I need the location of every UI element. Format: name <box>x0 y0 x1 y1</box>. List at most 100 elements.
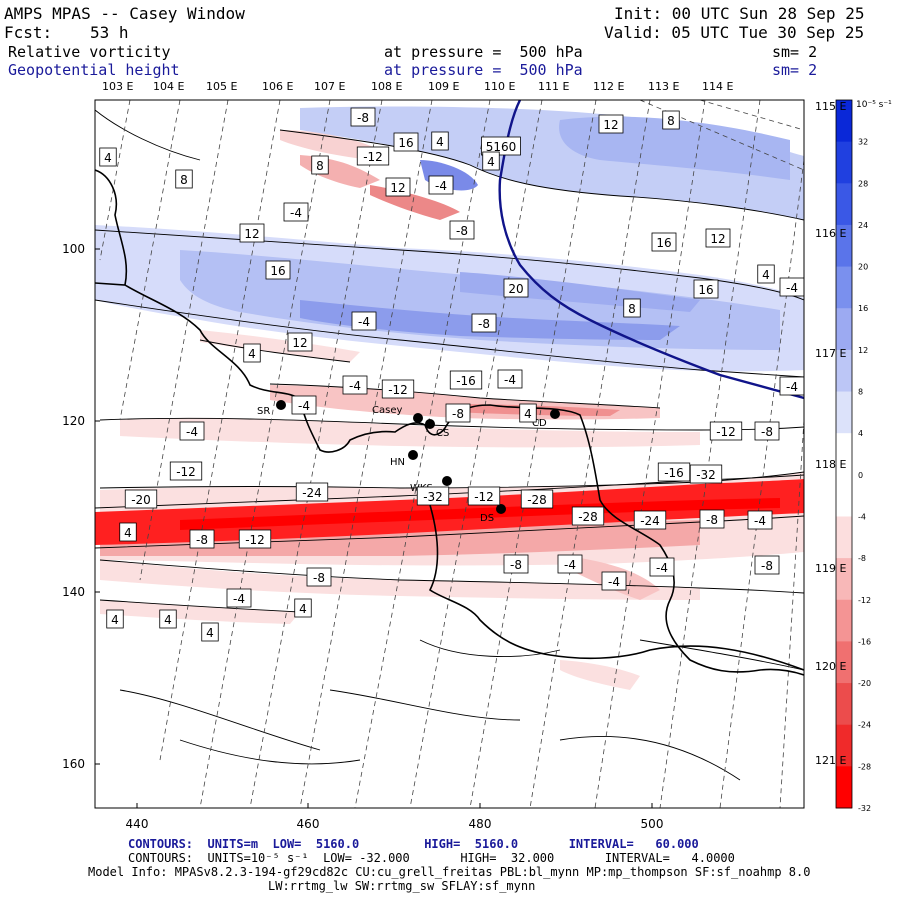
svg-text:8: 8 <box>180 173 188 187</box>
contour-label: -4 <box>428 175 454 195</box>
contour-label: -4 <box>649 557 675 577</box>
colorbar-label: -12 <box>858 596 871 605</box>
x-axis-tick: 500 <box>641 817 664 831</box>
svg-text:-12: -12 <box>716 425 736 439</box>
colorbar-swatch <box>836 641 852 684</box>
colorbar-swatch <box>836 516 852 559</box>
contour-label: -4 <box>342 375 368 395</box>
svg-text:-32: -32 <box>423 490 443 504</box>
longitude-label-top: 105 E <box>206 80 237 93</box>
x-axis-tick: 460 <box>297 817 320 831</box>
longitude-label-top: 111 E <box>538 80 569 93</box>
field2-smoothing: sm= 2 <box>772 61 818 79</box>
station-marker <box>425 419 435 429</box>
svg-text:-16: -16 <box>664 466 684 480</box>
svg-text:-8: -8 <box>313 571 325 585</box>
contour-label: -20 <box>124 489 158 509</box>
colorbar-label: 20 <box>858 263 868 272</box>
colorbar-label: -24 <box>858 721 871 730</box>
geopotential-5160-contour <box>498 100 804 400</box>
colorbar-swatch <box>836 558 852 601</box>
longitude-label-top: 106 E <box>262 80 293 93</box>
svg-text:16: 16 <box>270 264 285 278</box>
contour-label: -4 <box>179 421 205 441</box>
contour-label: -12 <box>169 461 203 481</box>
station-marker <box>550 409 560 419</box>
svg-text:4: 4 <box>206 626 214 640</box>
contour-label: -8 <box>189 529 215 549</box>
contour-label: -8 <box>306 567 332 587</box>
contour-label: 4 <box>431 131 449 151</box>
contour-label: 16 <box>265 260 291 280</box>
longitude-label-top: 114 E <box>702 80 733 93</box>
longitude-label-right: 117 E <box>815 347 846 360</box>
forecast-hour: 53 h <box>90 23 129 42</box>
footer-height-contours: CONTOURS: UNITS=m LOW= 5160.0 HIGH= 5160… <box>128 837 699 851</box>
svg-text:4: 4 <box>524 407 532 421</box>
contour-label: 12 <box>287 332 313 352</box>
contour-label: -8 <box>503 554 529 574</box>
map-plot-area: SRCaseyCSHNCDWKSDS 4-881645160128-1212-4… <box>95 100 804 808</box>
colorbar-label: 0 <box>858 471 863 480</box>
svg-text:-32: -32 <box>696 468 716 482</box>
station-label: Casey <box>372 405 402 416</box>
svg-text:12: 12 <box>244 227 259 241</box>
contour-label: 16 <box>651 232 677 252</box>
longitude-label-top: 109 E <box>428 80 459 93</box>
colorbar-swatch <box>836 391 852 434</box>
footer-model-info: Model Info: MPASv8.2.3-194-gf29cd82c CU:… <box>88 865 811 879</box>
longitude-label-top: 108 E <box>371 80 402 93</box>
svg-text:12: 12 <box>710 232 725 246</box>
svg-text:-4: -4 <box>564 558 576 572</box>
svg-text:-12: -12 <box>245 533 265 547</box>
svg-text:12: 12 <box>292 336 307 350</box>
contour-label: 4 <box>294 598 312 618</box>
contour-label: -4 <box>747 510 773 530</box>
svg-text:-20: -20 <box>131 493 151 507</box>
valid-time: Valid: 05 UTC Tue 30 Sep 25 <box>604 23 865 42</box>
field1-level: at pressure = 500 hPa <box>384 43 583 61</box>
svg-text:-4: -4 <box>786 380 798 394</box>
colorbar-label: 12 <box>858 346 868 355</box>
contour-label: -16 <box>657 462 691 482</box>
contour-label: 12 <box>598 114 624 134</box>
svg-text:4: 4 <box>248 347 256 361</box>
svg-text:8: 8 <box>316 159 324 173</box>
svg-text:4: 4 <box>762 268 770 282</box>
svg-text:-4: -4 <box>186 425 198 439</box>
svg-text:16: 16 <box>398 136 413 150</box>
svg-text:-12: -12 <box>176 465 196 479</box>
colorbar-units: 10⁻⁵ s⁻¹ <box>856 100 892 110</box>
colorbar-swatch <box>836 224 852 268</box>
station-marker <box>276 400 286 410</box>
svg-text:-8: -8 <box>478 317 490 331</box>
contour-label: -8 <box>471 313 497 333</box>
svg-text:-16: -16 <box>456 374 476 388</box>
colorbar: 10⁻⁵ s⁻¹ 32 28 24 20 16 12 8 4 0 -4 -8 -12 -16 -20 -24 -… <box>835 99 892 813</box>
svg-text:-24: -24 <box>640 514 660 528</box>
contour-label: -8 <box>449 220 475 240</box>
colorbar-label: 24 <box>858 221 868 230</box>
contour-label: -32 <box>416 486 450 506</box>
longitude-label-top: 104 E <box>153 80 184 93</box>
contour-label: -4 <box>779 277 804 297</box>
longitude-label-right: 115 E <box>815 100 846 113</box>
colorbar-swatch <box>836 683 852 726</box>
svg-text:12: 12 <box>390 181 405 195</box>
contour-label: -8 <box>445 403 471 423</box>
svg-text:-4: -4 <box>656 561 668 575</box>
colorbar-swatch <box>836 433 852 476</box>
svg-text:5160: 5160 <box>486 140 517 154</box>
contour-label: -24 <box>295 482 329 502</box>
svg-text:-8: -8 <box>510 558 522 572</box>
y-axis-tick: 160 <box>62 757 85 771</box>
svg-text:-12: -12 <box>474 490 494 504</box>
colorbar-swatch <box>836 349 852 393</box>
colorbar-label: -20 <box>858 679 871 688</box>
svg-text:16: 16 <box>698 283 713 297</box>
contour-label: 12 <box>385 177 411 197</box>
svg-text:-4: -4 <box>786 281 798 295</box>
longitude-label-top: 107 E <box>314 80 345 93</box>
forecast-label: Fcst: <box>4 23 53 42</box>
